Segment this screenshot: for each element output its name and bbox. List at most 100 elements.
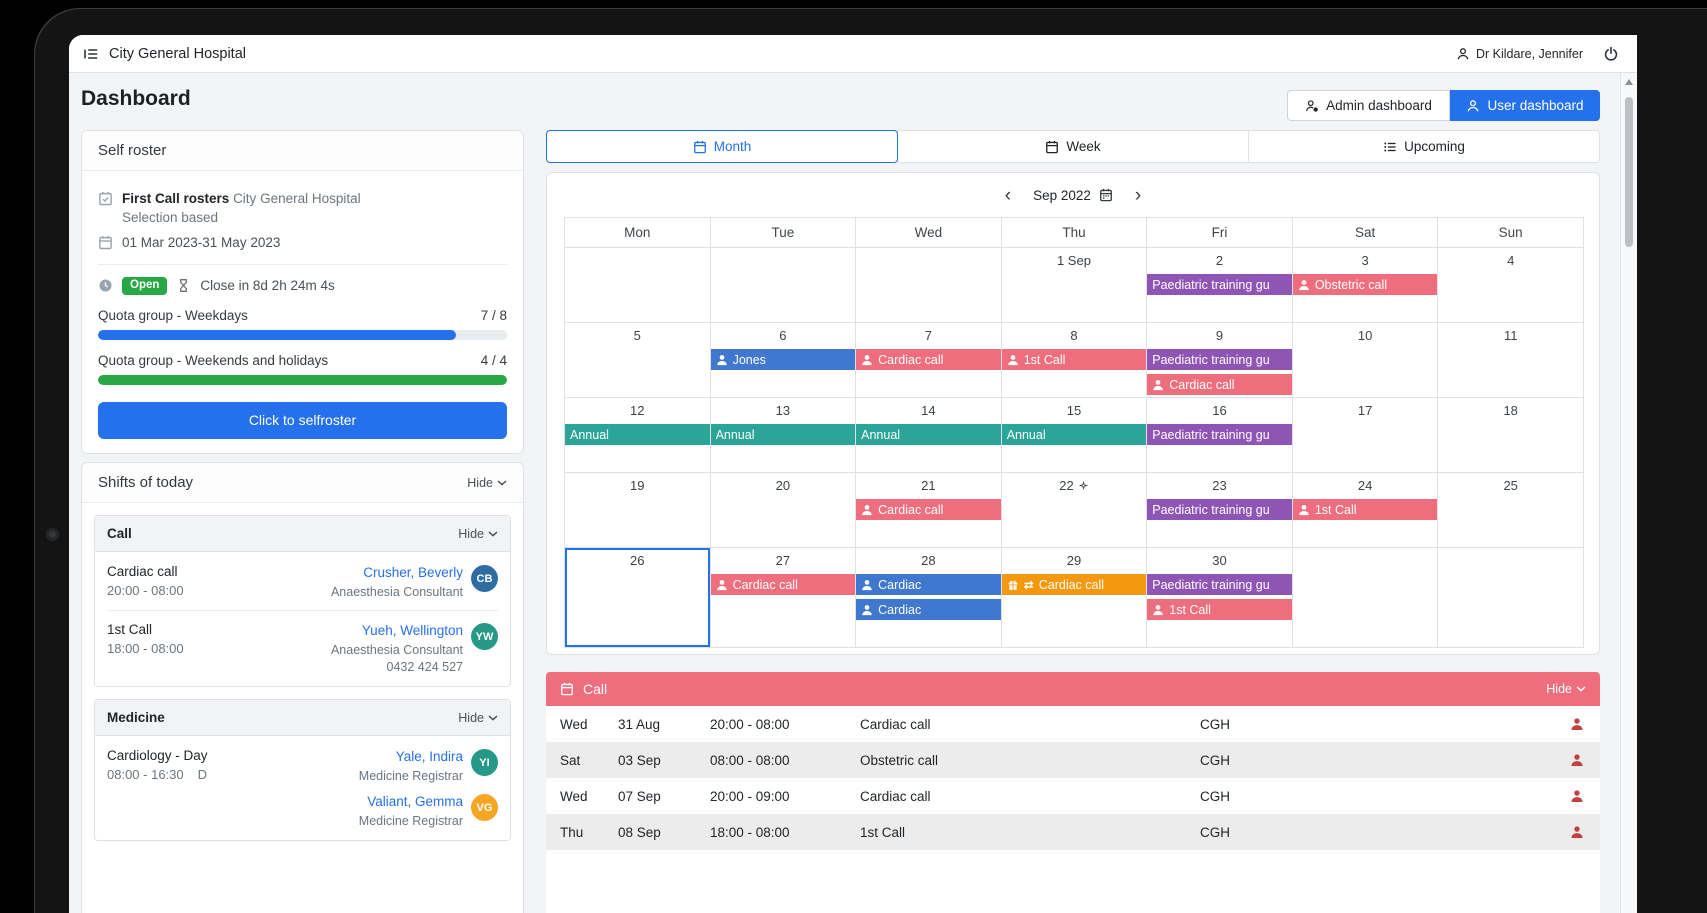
day-cell[interactable]: 5 <box>564 322 711 398</box>
calendar-event[interactable]: Annual <box>565 424 710 445</box>
selfroster-button[interactable]: Click to selfroster <box>98 401 507 439</box>
shift-time: 20:00 - 08:00 <box>107 583 184 598</box>
day-cell[interactable]: 15 Annual <box>1000 397 1148 473</box>
power-icon[interactable] <box>1603 46 1619 62</box>
day-cell[interactable] <box>564 247 711 323</box>
calendar-event[interactable]: Paediatric training gu <box>1147 349 1292 370</box>
dashboard-switch: Admin dashboard User dashboard <box>1287 90 1600 121</box>
day-cell[interactable]: 21 Cardiac call <box>855 472 1002 548</box>
day-cell[interactable]: 13 Annual <box>709 397 857 473</box>
person-icon <box>1457 47 1469 59</box>
call-table-row[interactable]: Wed 31 Aug 20:00 - 08:00 Cardiac call CGH <box>546 706 1600 742</box>
person-name-link[interactable]: Valiant, Gemma <box>367 794 463 809</box>
quota-label: Quota group - Weekdays <box>98 307 248 323</box>
calendar-event[interactable]: Cardiac call <box>711 574 855 595</box>
day-cell[interactable]: 29 ⇄ Cardiac call <box>1000 547 1148 648</box>
scrollbar-up-arrow[interactable] <box>1625 79 1633 85</box>
call-table-row[interactable]: Wed 07 Sep 20:00 - 09:00 Cardiac call CGH <box>546 778 1600 814</box>
day-cell[interactable]: 22 <box>1000 472 1148 548</box>
quota-label: Quota group - Weekends and holidays <box>98 352 329 368</box>
calendar-event[interactable]: Paediatric training gu <box>1147 424 1292 445</box>
person-icon <box>1299 279 1309 290</box>
day-cell[interactable] <box>1291 547 1439 648</box>
person-name-link[interactable]: Crusher, Beverly <box>363 565 463 580</box>
day-number <box>565 249 709 271</box>
day-cell[interactable] <box>855 247 1002 323</box>
assignee-icon[interactable] <box>1554 825 1600 839</box>
day-cell[interactable]: 9 Paediatric training gu Cardiac call <box>1146 322 1293 398</box>
calendar-event[interactable]: 1st Call <box>1002 349 1146 370</box>
date-picker-icon[interactable] <box>1099 188 1113 202</box>
calendar-event[interactable]: Cardiac call <box>856 499 1001 520</box>
day-cell[interactable]: 17 <box>1291 397 1439 473</box>
day-cell[interactable]: 12 Annual <box>564 397 711 473</box>
hide-toggle[interactable]: Hide <box>458 527 498 541</box>
day-cell[interactable]: 23 Paediatric training gu <box>1146 472 1293 548</box>
calendar-event[interactable]: 1st Call <box>1147 599 1292 620</box>
calendar-event[interactable]: Cardiac call <box>1147 374 1292 395</box>
day-cell[interactable]: 25 <box>1437 472 1584 548</box>
admin-dashboard-button[interactable]: Admin dashboard <box>1287 90 1450 121</box>
day-cell[interactable]: 14 Annual <box>855 397 1002 473</box>
person-name-link[interactable]: Yale, Indira <box>395 749 463 764</box>
calendar-event[interactable]: ⇄ Cardiac call <box>1002 574 1146 595</box>
user-dashboard-button[interactable]: User dashboard <box>1450 90 1600 121</box>
user-menu[interactable]: Dr Kildare, Jennifer <box>1456 47 1583 61</box>
day-cell[interactable] <box>1437 547 1584 648</box>
day-cell[interactable]: 10 <box>1291 322 1439 398</box>
list-icon <box>1384 142 1396 151</box>
day-cell[interactable]: 1 Sep <box>1000 247 1148 323</box>
calendar-event[interactable]: Paediatric training gu <box>1147 574 1292 595</box>
calendar-event[interactable]: Annual <box>1002 424 1146 445</box>
calendar-event[interactable]: Cardiac call <box>856 349 1001 370</box>
calendar-event[interactable]: Paediatric training gu <box>1147 274 1292 295</box>
tab-month[interactable]: Month <box>546 130 898 163</box>
day-cell[interactable]: 11 <box>1437 322 1584 398</box>
assignee-icon[interactable] <box>1554 789 1600 803</box>
calendar-event[interactable]: Cardiac <box>856 574 1001 595</box>
day-cell[interactable]: 7 Cardiac call <box>855 322 1002 398</box>
person-icon <box>1153 379 1163 390</box>
day-cell[interactable]: 19 <box>564 472 711 548</box>
prev-month-button[interactable]: ‹ <box>1004 184 1012 206</box>
day-cell[interactable]: 24 1st Call <box>1291 472 1439 548</box>
person-name-link[interactable]: Yueh, Wellington <box>361 623 463 638</box>
day-cell[interactable]: 30 Paediatric training gu 1st Call <box>1146 547 1293 648</box>
day-cell[interactable]: 27 Cardiac call <box>709 547 857 648</box>
calendar-event[interactable]: Annual <box>711 424 855 445</box>
day-cell[interactable] <box>709 247 857 323</box>
day-number: 2 <box>1215 253 1224 268</box>
calendar-event[interactable]: Obstetric call <box>1293 274 1437 295</box>
call-table-row[interactable]: Thu 08 Sep 18:00 - 08:00 1st Call CGH <box>546 814 1600 850</box>
day-cell[interactable]: 3 Obstetric call <box>1291 247 1439 323</box>
day-cell[interactable]: 28 Cardiac Cardiac <box>855 547 1002 648</box>
hide-toggle[interactable]: Hide <box>458 711 498 725</box>
day-cell[interactable]: 2 Paediatric training gu <box>1146 247 1293 323</box>
day-cell[interactable]: 18 <box>1437 397 1584 473</box>
menu-icon[interactable] <box>83 46 99 62</box>
calendar-event[interactable]: Annual <box>856 424 1001 445</box>
day-number: 22 <box>1002 474 1146 496</box>
calendar-event[interactable]: Cardiac <box>856 599 1001 620</box>
hide-toggle[interactable]: Hide <box>1546 682 1586 696</box>
day-cell[interactable]: 26 <box>564 547 711 648</box>
calendar-event[interactable]: Paediatric training gu <box>1147 499 1292 520</box>
hide-toggle[interactable]: Hide <box>467 476 507 490</box>
day-cell[interactable]: 6 Jones <box>709 322 857 398</box>
calendar-event[interactable]: Jones <box>711 349 855 370</box>
tab-upcoming[interactable]: Upcoming <box>1248 130 1600 163</box>
next-month-button[interactable]: › <box>1134 184 1142 206</box>
assignee-icon[interactable] <box>1554 753 1600 767</box>
call-table-row[interactable]: Sat 03 Sep 08:00 - 08:00 Obstetric call CGH <box>546 742 1600 778</box>
day-cell[interactable]: 4 <box>1437 247 1584 323</box>
day-cell[interactable]: 16 Paediatric training gu <box>1146 397 1293 473</box>
day-cell[interactable]: 8 1st Call <box>1000 322 1148 398</box>
calendar-event[interactable]: 1st Call <box>1293 499 1437 520</box>
vertical-scrollbar[interactable] <box>1620 73 1637 913</box>
scrollbar-thumb[interactable] <box>1625 97 1633 247</box>
day-cell[interactable]: 20 <box>709 472 857 548</box>
roster-countdown: Close in 8d 2h 24m 4s <box>200 278 335 294</box>
assignee-icon[interactable] <box>1554 717 1600 731</box>
tab-week[interactable]: Week <box>897 130 1249 163</box>
day-number <box>1293 549 1437 571</box>
